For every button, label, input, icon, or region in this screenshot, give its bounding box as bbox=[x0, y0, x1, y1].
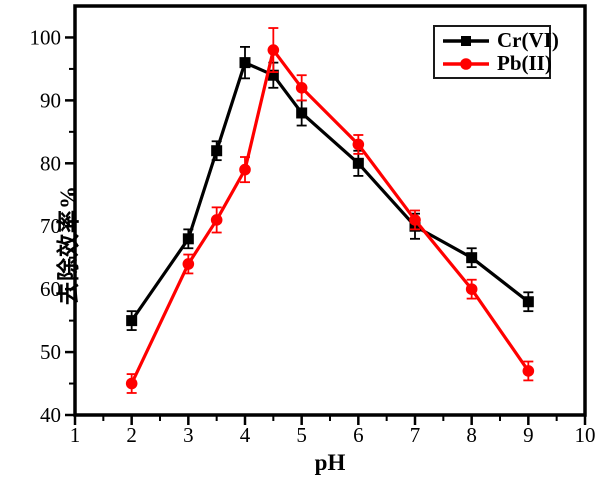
data-point-pbii bbox=[125, 377, 138, 390]
series-line-crvi bbox=[130, 61, 530, 323]
legend-row-cr: Cr(VI) bbox=[441, 29, 559, 52]
data-point-pbii bbox=[182, 258, 195, 270]
x-tick-label: 5 bbox=[296, 423, 307, 447]
data-point-crvi bbox=[352, 157, 364, 169]
data-point-pbii bbox=[409, 214, 421, 226]
y-tick-label: 70 bbox=[40, 214, 61, 238]
data-point-crvi bbox=[239, 57, 251, 69]
data-point-pbii bbox=[352, 138, 365, 151]
data-point-pbii bbox=[522, 365, 535, 377]
x-tick-label: 2 bbox=[126, 423, 137, 447]
x-axis-title: pH bbox=[314, 450, 346, 475]
legend: Cr(VI) Pb(II) bbox=[433, 25, 559, 79]
x-tick-label: 9 bbox=[523, 423, 534, 447]
data-point-crvi bbox=[466, 252, 478, 264]
x-tick-label: 3 bbox=[183, 423, 194, 447]
data-point-crvi bbox=[182, 233, 194, 245]
square-marker-icon bbox=[443, 35, 489, 46]
data-point-pbii bbox=[295, 82, 308, 94]
data-point-crvi bbox=[522, 296, 534, 308]
y-axis-title: 去除效率% bbox=[56, 185, 81, 305]
data-point-crvi bbox=[267, 69, 279, 81]
y-tick-label: 90 bbox=[40, 88, 61, 112]
x-tick-label: 7 bbox=[410, 423, 421, 447]
series-line-pbii bbox=[130, 48, 530, 386]
y-tick-label: 100 bbox=[30, 25, 62, 49]
legend-label-cr: Cr(VI) bbox=[497, 28, 559, 52]
data-point-pbii bbox=[210, 214, 223, 226]
x-tick-label: 4 bbox=[240, 423, 251, 447]
legend-label-pb: Pb(II) bbox=[497, 51, 552, 75]
circle-marker-icon bbox=[443, 57, 489, 70]
x-tick-label: 8 bbox=[466, 423, 477, 447]
data-point-pbii bbox=[239, 163, 251, 176]
data-point-crvi bbox=[126, 315, 138, 327]
y-tick-label: 50 bbox=[40, 340, 61, 364]
data-point-pbii bbox=[267, 44, 280, 56]
x-tick-label: 10 bbox=[575, 423, 596, 447]
y-tick-label: 80 bbox=[40, 151, 61, 175]
legend-row-pb: Pb(II) bbox=[441, 52, 552, 75]
data-point-crvi bbox=[211, 145, 223, 157]
data-point-pbii bbox=[465, 283, 478, 295]
x-tick-label: 1 bbox=[70, 423, 81, 447]
x-tick-label: 6 bbox=[353, 423, 364, 447]
y-tick-label: 60 bbox=[40, 277, 61, 301]
data-point-crvi bbox=[296, 107, 308, 119]
plot-frame bbox=[73, 4, 587, 417]
y-tick-label: 40 bbox=[40, 403, 61, 427]
